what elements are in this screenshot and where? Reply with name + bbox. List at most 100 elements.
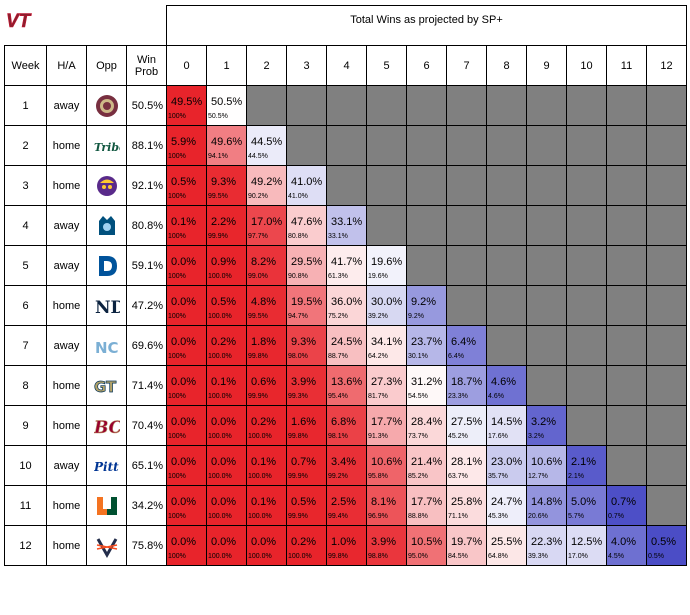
heatmap-cell: 17.0% 97.7% <box>246 205 287 246</box>
heatmap-cell: 34.1% 64.2% <box>366 325 407 366</box>
empty-cell <box>326 125 367 166</box>
cell-cumulative: 99.9% <box>208 233 228 240</box>
heatmap-cell: 0.0% 100.0% <box>206 485 247 526</box>
opponent-cell <box>86 205 127 246</box>
heatmap-cell: 25.8% 71.1% <box>446 485 487 526</box>
heatmap-cell: 0.7% 99.9% <box>286 445 327 486</box>
empty-cell <box>486 165 527 206</box>
week-cell: 4 <box>4 205 47 246</box>
opponent-cell <box>86 85 127 126</box>
home-away-cell: home <box>46 485 87 526</box>
empty-cell <box>326 85 367 126</box>
cell-cumulative: 99.8% <box>328 553 348 560</box>
heatmap-cell: 13.6% 95.4% <box>326 365 367 406</box>
heatmap-cell: 2.5% 99.4% <box>326 485 367 526</box>
header-wins-6: 6 <box>406 45 447 86</box>
empty-cell <box>326 165 367 206</box>
cell-cumulative: 100.0% <box>208 473 232 480</box>
empty-cell <box>406 85 447 126</box>
cell-probability: 4.8% <box>251 296 277 308</box>
empty-cell <box>606 405 647 446</box>
heatmap-cell: 0.1% 100.0% <box>246 445 287 486</box>
empty-cell <box>446 245 487 286</box>
heatmap-cell: 0.0% 100% <box>166 285 207 326</box>
cell-cumulative: 94.1% <box>208 153 228 160</box>
table-row: 9 home BC 70.4% 0.0% 100% 0.0% 100.0% 0.2% 100.0%… <box>4 405 687 446</box>
miami-u-icon <box>94 493 120 519</box>
heatmap-cell: 29.5% 90.8% <box>286 245 327 286</box>
heatmap-cell: 0.2% 100.0% <box>206 325 247 366</box>
cell-cumulative: 100.0% <box>208 353 232 360</box>
cell-cumulative: 75.2% <box>328 313 348 320</box>
heatmap-cell: 28.1% 63.7% <box>446 445 487 486</box>
home-away-cell: away <box>46 325 87 366</box>
cell-cumulative: 0.5% <box>648 553 664 560</box>
opponent-cell: GT <box>86 365 127 406</box>
empty-cell <box>486 245 527 286</box>
cell-probability: 0.0% <box>211 496 237 508</box>
vt-logo-text: VT <box>6 11 32 32</box>
chart-title: Total Wins as projected by SP+ <box>166 5 687 46</box>
cell-cumulative: 97.7% <box>248 233 268 240</box>
cell-probability: 49.6% <box>211 136 243 148</box>
empty-cell <box>486 125 527 166</box>
empty-cell <box>486 285 527 326</box>
win-prob-cell: 47.2% <box>126 285 167 326</box>
cell-probability: 49.2% <box>251 176 283 188</box>
cell-probability: 0.5% <box>651 536 677 548</box>
cell-cumulative: 3.2% <box>528 433 544 440</box>
heatmap-cell: 0.1% 100.0% <box>246 485 287 526</box>
cell-probability: 0.1% <box>211 376 237 388</box>
cell-cumulative: 95.4% <box>328 393 348 400</box>
empty-cell <box>526 365 567 406</box>
cell-cumulative: 90.8% <box>288 273 308 280</box>
empty-cell <box>646 285 687 326</box>
win-prob-cell: 70.4% <box>126 405 167 446</box>
empty-cell <box>606 325 647 366</box>
empty-cell <box>606 365 647 406</box>
header-win-prob: Win Prob <box>126 45 167 86</box>
cell-cumulative: 100% <box>168 553 186 560</box>
georgia-tech-gt-icon: GT <box>94 373 120 399</box>
heatmap-cell: 0.6% 99.9% <box>246 365 287 406</box>
vt-logo-icon: VT <box>6 11 32 33</box>
title-row: Total Wins as projected by SP+ <box>5 5 687 46</box>
svg-text:BC: BC <box>94 418 120 438</box>
cell-cumulative: 100.0% <box>208 273 232 280</box>
heatmap-cell: 25.5% 64.8% <box>486 525 527 566</box>
cell-probability: 3.9% <box>291 376 317 388</box>
cell-cumulative: 100% <box>168 433 186 440</box>
cell-cumulative: 50.5% <box>208 113 228 120</box>
cell-cumulative: 100.0% <box>208 393 232 400</box>
header-wins-8: 8 <box>486 45 527 86</box>
opponent-cell <box>86 525 127 566</box>
empty-cell <box>646 165 687 206</box>
table-row: 3 home 92.1% 0.5% 100% 9.3% 99.5% 49.2% 90.2% 41.… <box>4 165 687 206</box>
header-wins-1: 1 <box>206 45 247 86</box>
cell-cumulative: 100.0% <box>248 473 272 480</box>
cell-cumulative: 98.0% <box>288 353 308 360</box>
heatmap-cell: 21.4% 85.2% <box>406 445 447 486</box>
cell-probability: 6.8% <box>331 416 357 428</box>
cell-probability: 19.6% <box>371 256 403 268</box>
cell-cumulative: 45.2% <box>448 433 468 440</box>
win-prob-cell: 69.6% <box>126 325 167 366</box>
notre-dame-nd-icon: ND <box>94 293 120 319</box>
cell-probability: 0.0% <box>211 416 237 428</box>
empty-cell <box>366 205 407 246</box>
cell-probability: 0.0% <box>171 536 197 548</box>
cell-cumulative: 100.0% <box>248 433 272 440</box>
cell-cumulative: 100.0% <box>208 513 232 520</box>
heatmap-cell: 6.8% 98.1% <box>326 405 367 446</box>
cell-cumulative: 99.4% <box>328 513 348 520</box>
svg-text:NC: NC <box>95 339 119 357</box>
cell-probability: 0.0% <box>251 536 277 548</box>
empty-cell <box>446 205 487 246</box>
heatmap-cell: 17.7% 88.8% <box>406 485 447 526</box>
home-away-cell: away <box>46 205 87 246</box>
heatmap-cell: 3.2% 3.2% <box>526 405 567 446</box>
heatmap-cell: 4.8% 99.5% <box>246 285 287 326</box>
home-away-cell: away <box>46 245 87 286</box>
heatmap-cell: 10.5% 95.0% <box>406 525 447 566</box>
cell-probability: 30.0% <box>371 296 403 308</box>
